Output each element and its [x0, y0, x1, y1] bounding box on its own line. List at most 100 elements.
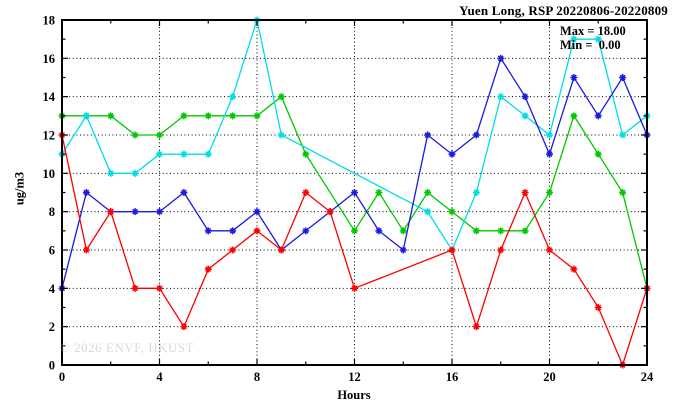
marker [180, 323, 188, 331]
marker [424, 208, 432, 216]
y-axis-label: ug/m3 [12, 171, 27, 206]
marker [424, 131, 432, 139]
svg-text:18: 18 [43, 14, 56, 28]
svg-text:12: 12 [43, 129, 56, 143]
marker [82, 246, 90, 254]
marker [277, 93, 285, 101]
svg-text:24: 24 [641, 370, 654, 384]
marker [570, 35, 578, 43]
marker [180, 189, 188, 196]
marker [570, 265, 578, 273]
marker [131, 169, 139, 177]
marker [156, 208, 163, 216]
svg-text:16: 16 [446, 370, 459, 384]
marker [375, 189, 383, 196]
marker [619, 131, 627, 139]
marker [326, 208, 334, 216]
marker [156, 131, 163, 139]
marker [399, 246, 407, 254]
marker [351, 284, 358, 292]
marker [497, 93, 505, 101]
watermark: © 2026 ENVF, HKUST [60, 340, 195, 355]
marker [229, 93, 237, 101]
marker [131, 284, 139, 292]
chart-title: Yuen Long, RSP 20220806-20220809 [459, 3, 668, 18]
marker [472, 189, 480, 196]
svg-text:6: 6 [49, 244, 55, 258]
marker [204, 150, 212, 158]
svg-text:4: 4 [156, 370, 163, 384]
marker [204, 112, 212, 120]
marker [302, 150, 310, 158]
svg-text:16: 16 [43, 52, 56, 66]
marker [82, 189, 90, 196]
svg-text:8: 8 [49, 205, 55, 219]
marker [253, 208, 261, 216]
marker [521, 93, 529, 101]
legend-min: Min = 0.00 [560, 37, 621, 52]
marker [546, 189, 553, 196]
marker [472, 227, 480, 235]
svg-text:0: 0 [49, 359, 55, 373]
marker [375, 227, 383, 235]
marker [472, 323, 480, 331]
axis-ticks [61, 19, 648, 366]
marker [497, 246, 505, 254]
marker [229, 112, 237, 120]
marker [619, 189, 627, 196]
marker [546, 150, 553, 158]
marker [107, 208, 115, 216]
x-axis-label: Hours [337, 388, 371, 402]
legend: Max = 18.00 Min = 0.00 [560, 24, 626, 52]
marker [424, 189, 432, 196]
marker [302, 189, 310, 196]
marker [448, 150, 456, 158]
marker [570, 74, 578, 81]
marker [497, 54, 505, 62]
svg-text:14: 14 [43, 90, 56, 104]
marker [619, 74, 627, 81]
marker [448, 246, 456, 254]
marker [351, 227, 358, 235]
marker [521, 227, 529, 235]
svg-text:10: 10 [43, 167, 56, 181]
marker [277, 131, 285, 139]
svg-text:8: 8 [254, 370, 260, 384]
marker [570, 112, 578, 120]
marker [277, 246, 285, 254]
marker [521, 112, 529, 120]
svg-text:12: 12 [348, 370, 361, 384]
marker [180, 112, 188, 120]
marker [472, 131, 480, 139]
marker [107, 169, 115, 177]
marker [594, 35, 602, 43]
svg-text:0: 0 [59, 370, 65, 384]
marker [204, 265, 212, 273]
legend-max: Max = 18.00 [560, 24, 626, 38]
marker [351, 189, 358, 196]
marker [594, 112, 602, 120]
marker [229, 246, 237, 254]
svg-text:2: 2 [49, 320, 55, 334]
marker [229, 227, 237, 235]
marker [497, 227, 505, 235]
marker [180, 150, 188, 158]
marker [253, 112, 261, 120]
marker [302, 227, 310, 235]
marker [448, 208, 456, 216]
marker [204, 227, 212, 235]
marker [107, 112, 115, 120]
marker [156, 150, 163, 158]
marker [253, 227, 261, 235]
marker [82, 112, 90, 120]
marker [131, 208, 139, 216]
marker [546, 246, 553, 254]
marker [594, 150, 602, 158]
marker [594, 304, 602, 311]
svg-text:20: 20 [543, 370, 556, 384]
marker [546, 131, 553, 139]
marker [156, 284, 163, 292]
